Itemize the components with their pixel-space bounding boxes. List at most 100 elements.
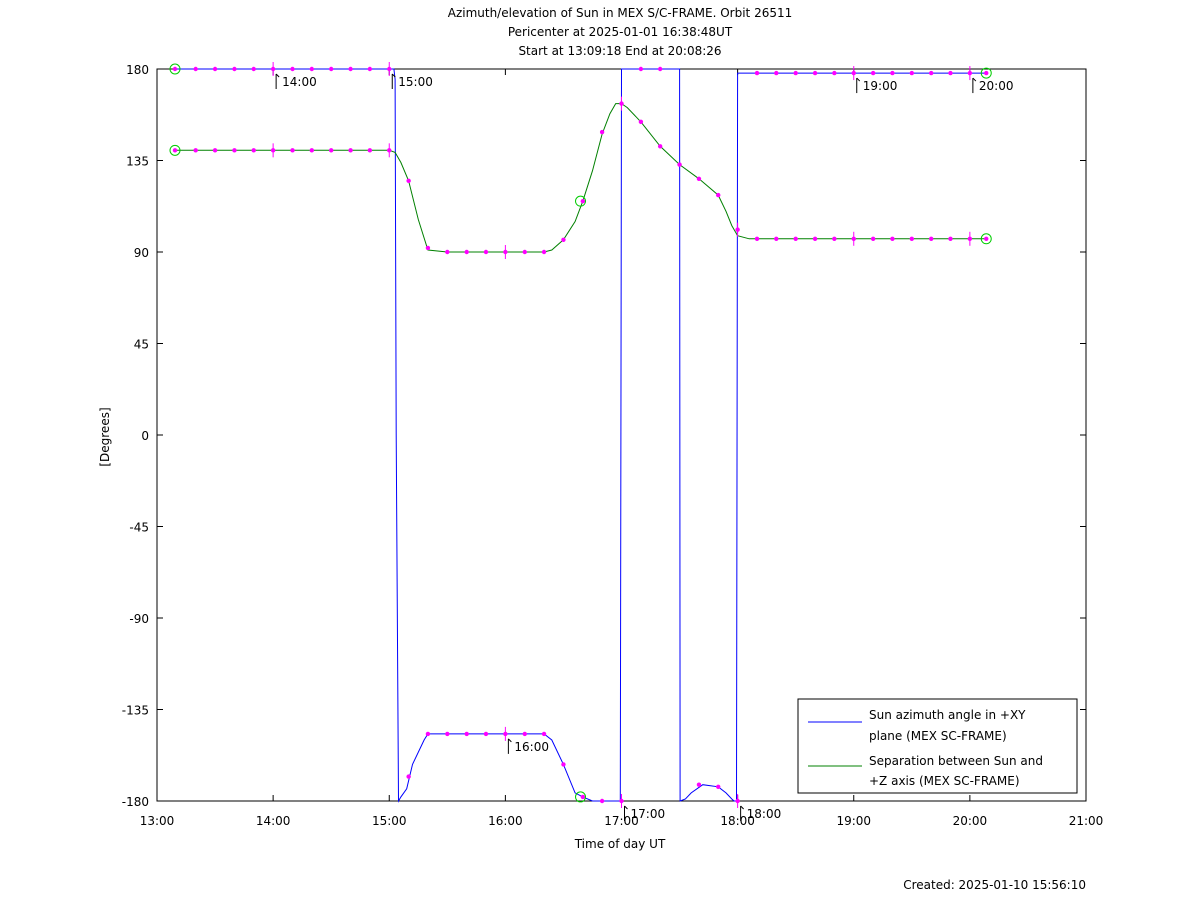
x-tick-label: 13:00 xyxy=(140,814,175,828)
x-tick-label: 15:00 xyxy=(372,814,407,828)
data-marker xyxy=(232,66,237,72)
data-marker xyxy=(774,236,779,241)
y-tick-label: -135 xyxy=(122,704,149,718)
data-marker xyxy=(696,176,702,181)
annotation-pointer-head xyxy=(508,738,512,743)
data-marker xyxy=(348,148,353,153)
data-marker xyxy=(270,66,276,72)
data-marker xyxy=(193,66,198,72)
annotation-pointer-head xyxy=(740,805,744,810)
data-marker xyxy=(212,66,218,72)
y-axis-ticks: 180 135 90 45 0 -45 -90 -135 -180 xyxy=(122,63,1086,809)
annotation-pointer-head xyxy=(972,77,977,82)
data-marker xyxy=(774,70,779,76)
annotation-pointer-head xyxy=(624,805,628,810)
y-tick-label: 45 xyxy=(134,338,149,352)
data-marker xyxy=(599,129,605,135)
data-marker xyxy=(425,731,431,737)
legend-label-azimuth-2: plane (MEX SC-FRAME) xyxy=(869,729,1007,743)
data-marker xyxy=(328,66,334,72)
x-tick-label: 19:00 xyxy=(836,814,871,828)
data-marker xyxy=(232,148,237,153)
data-marker xyxy=(851,70,856,76)
data-marker xyxy=(948,70,953,76)
x-tick-label: 18:00 xyxy=(720,814,755,828)
y-tick-label: 135 xyxy=(126,155,149,169)
endpoint-circle xyxy=(980,233,992,245)
endpoint-circle xyxy=(575,791,587,803)
data-marker xyxy=(367,66,373,72)
data-marker xyxy=(677,162,682,167)
data-marker xyxy=(172,66,178,72)
data-marker xyxy=(387,66,392,72)
y-tick-label: -180 xyxy=(122,795,149,809)
data-marker xyxy=(580,198,586,204)
data-marker xyxy=(638,119,644,125)
data-marker xyxy=(541,731,547,737)
data-marker xyxy=(638,66,644,72)
data-marker xyxy=(561,762,566,767)
y-tick-label: 90 xyxy=(134,246,149,260)
y-axis-label: [Degrees] xyxy=(98,407,112,466)
data-marker xyxy=(406,774,411,779)
x-tick-label: 20:00 xyxy=(953,814,988,828)
data-marker xyxy=(503,731,508,737)
data-marker xyxy=(657,144,663,149)
data-marker xyxy=(754,236,760,241)
data-marker xyxy=(599,798,605,804)
data-marker xyxy=(251,148,256,153)
data-marker xyxy=(367,148,373,153)
data-marker xyxy=(387,148,392,153)
created-timestamp: Created: 2025-01-10 15:56:10 xyxy=(903,878,1086,892)
annotation-layer: 14:00 15:00 16:00 17:00 18:00 19:00 20:00 xyxy=(275,73,1014,821)
data-marker xyxy=(984,236,989,241)
data-marker xyxy=(619,101,624,106)
data-marker xyxy=(890,70,895,76)
circle-layer xyxy=(169,63,992,803)
data-marker xyxy=(929,236,934,241)
title-line-2: Pericenter at 2025-01-01 16:38:48UT xyxy=(508,25,733,39)
data-marker xyxy=(812,70,818,76)
data-marker xyxy=(870,70,876,76)
data-marker xyxy=(212,148,218,153)
title-line-3: Start at 13:09:18 End at 20:08:26 xyxy=(518,44,721,58)
data-marker xyxy=(870,236,876,241)
data-marker xyxy=(561,237,566,242)
annotation-pointer-head xyxy=(856,77,861,82)
data-marker xyxy=(541,249,547,255)
time-annotation: 18:00 xyxy=(747,807,782,821)
data-marker xyxy=(890,236,895,241)
title-line-1: Azimuth/elevation of Sun in MEX S/C-FRAM… xyxy=(448,6,793,20)
legend-box xyxy=(797,698,1078,794)
data-marker xyxy=(270,148,276,153)
data-marker xyxy=(464,731,469,737)
data-marker xyxy=(522,731,527,737)
data-marker xyxy=(735,798,740,804)
data-marker xyxy=(948,236,953,241)
data-marker xyxy=(580,794,586,800)
data-marker xyxy=(696,782,702,787)
data-marker xyxy=(328,148,334,153)
data-marker xyxy=(290,66,295,72)
time-annotation: 14:00 xyxy=(282,75,317,89)
data-marker xyxy=(445,249,450,255)
endpoint-circle xyxy=(169,144,181,156)
time-annotation: 17:00 xyxy=(631,807,666,821)
time-annotation: 20:00 xyxy=(979,79,1014,93)
y-tick-label: -90 xyxy=(129,612,149,626)
time-annotation: 15:00 xyxy=(398,75,433,89)
data-marker xyxy=(193,148,198,153)
endpoint-circle xyxy=(980,67,992,79)
x-axis-label: Time of day UT xyxy=(574,837,666,851)
series-line-0 xyxy=(175,68,987,803)
data-marker xyxy=(909,70,915,76)
time-annotation: 16:00 xyxy=(514,740,549,754)
data-marker xyxy=(793,236,798,241)
data-marker xyxy=(348,66,353,72)
x-tick-label: 21:00 xyxy=(1069,814,1104,828)
legend: Sun azimuth angle in +XY plane (MEX SC-F… xyxy=(797,698,1078,794)
data-marker xyxy=(406,178,411,184)
data-marker xyxy=(832,70,837,76)
x-tick-label: 14:00 xyxy=(256,814,291,828)
